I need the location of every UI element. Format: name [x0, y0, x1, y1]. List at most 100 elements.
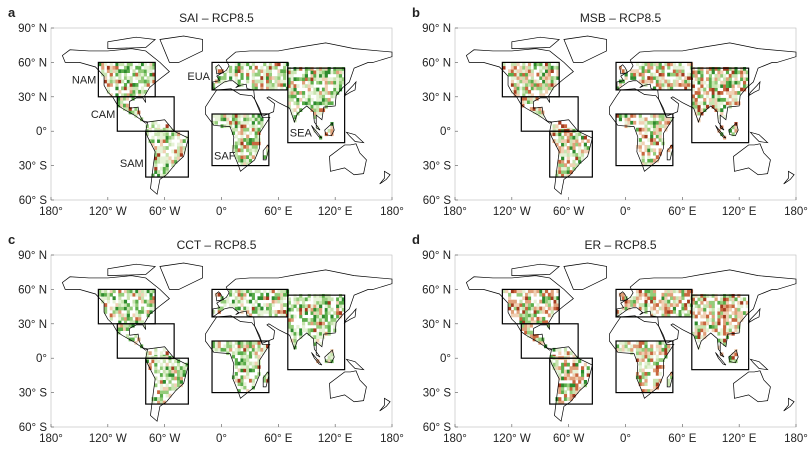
grid-cell: [122, 96, 127, 101]
grid-cell: [508, 69, 512, 74]
grid-cell: [658, 117, 662, 122]
grid-cell: [618, 347, 623, 352]
grid-cell: [98, 62, 102, 67]
grid-cell: [652, 361, 657, 366]
grid-cell: [670, 72, 674, 77]
grid-cell: [717, 318, 721, 322]
grid-cell: [310, 335, 314, 340]
grid-cell: [138, 89, 142, 94]
grid-cell: [299, 304, 303, 309]
grid-cell: [745, 77, 749, 82]
grid-cell: [240, 114, 244, 118]
grid-cell: [731, 84, 735, 88]
grid-cell: [307, 94, 311, 99]
grid-cell: [566, 386, 570, 391]
grid-cell: [740, 300, 744, 305]
grid-cell: [700, 80, 704, 85]
grid-cell: [672, 83, 677, 87]
grid-cell: [667, 117, 671, 122]
grid-cell: [700, 314, 704, 319]
grid-cell: [157, 379, 161, 384]
grid-cell: [287, 101, 291, 106]
grid-cell: [555, 359, 559, 364]
grid-cell: [240, 141, 244, 146]
grid-cell: [541, 114, 545, 118]
grid-cell: [268, 76, 273, 80]
grid-cell: [539, 62, 543, 67]
grid-cell: [138, 76, 142, 80]
grid-cell: [313, 70, 317, 75]
grid-cell: [302, 101, 306, 106]
grid-cell: [246, 144, 250, 149]
grid-cell: [578, 152, 582, 157]
grid-cell: [561, 124, 565, 129]
grid-cell: [652, 148, 657, 153]
grid-cell: [681, 310, 685, 314]
grid-cell: [714, 108, 718, 113]
grid-cell: [246, 155, 250, 160]
grid-cell: [575, 156, 579, 161]
grid-cell: [694, 335, 698, 340]
grid-cell: [655, 83, 659, 87]
grid-cell: [583, 379, 587, 384]
grid-cell: [550, 306, 554, 311]
grid-cell: [246, 162, 250, 166]
grid-cell: [251, 361, 255, 366]
grid-cell: [524, 323, 528, 328]
grid-cell: [293, 293, 297, 298]
grid-cell: [165, 393, 169, 398]
grid-cell: [661, 303, 665, 307]
grid-cell: [174, 383, 178, 388]
grid-cell: [575, 369, 579, 374]
grid-cell: [251, 69, 255, 74]
grid-cell: [145, 351, 149, 356]
grid-cell: [341, 297, 345, 302]
grid-cell: [641, 127, 645, 132]
grid-cell: [697, 108, 701, 113]
grid-cell: [248, 354, 253, 359]
coastline-arctic-islands: [511, 36, 561, 50]
grid-cell: [336, 91, 340, 95]
grid-cell: [717, 108, 721, 113]
grid-cell: [635, 289, 640, 294]
grid-cell: [293, 314, 297, 319]
grid-cell: [274, 62, 278, 67]
grid-cell: [126, 316, 130, 321]
grid-cell: [243, 347, 247, 352]
grid-cell: [510, 69, 515, 74]
grid-cell: [525, 72, 529, 77]
grid-cell: [299, 314, 303, 319]
grid-cell: [720, 293, 724, 298]
grid-cell: [633, 296, 637, 301]
grid-cell: [734, 307, 738, 312]
grid-cell: [641, 354, 645, 359]
grid-cell: [159, 173, 164, 178]
grid-cell: [703, 307, 707, 312]
grid-cell: [336, 84, 340, 88]
grid-cell: [217, 114, 221, 118]
grid-cell: [313, 307, 317, 312]
grid-cell: [257, 347, 261, 352]
grid-cell: [162, 127, 166, 132]
grid-cell: [684, 303, 688, 307]
grid-cell: [742, 311, 747, 315]
grid-cell: [321, 66, 326, 71]
grid-cell: [240, 144, 244, 149]
grid-cell: [157, 135, 161, 140]
grid-cell: [544, 65, 549, 70]
grid-cell: [324, 307, 328, 312]
grid-cell: [655, 361, 659, 366]
grid-cell: [678, 313, 682, 318]
grid-cell: [542, 93, 546, 98]
grid-cell: [742, 77, 747, 82]
grid-cell: [638, 141, 642, 146]
grid-cell: [516, 86, 520, 91]
grid-cell: [678, 76, 682, 80]
grid-cell: [234, 127, 238, 132]
grid-cell: [661, 296, 665, 301]
grid-cell: [287, 77, 291, 82]
grid-cell: [115, 86, 119, 91]
grid-cell: [544, 79, 549, 84]
grid-cell: [737, 311, 741, 315]
grid-cell: [321, 77, 326, 82]
